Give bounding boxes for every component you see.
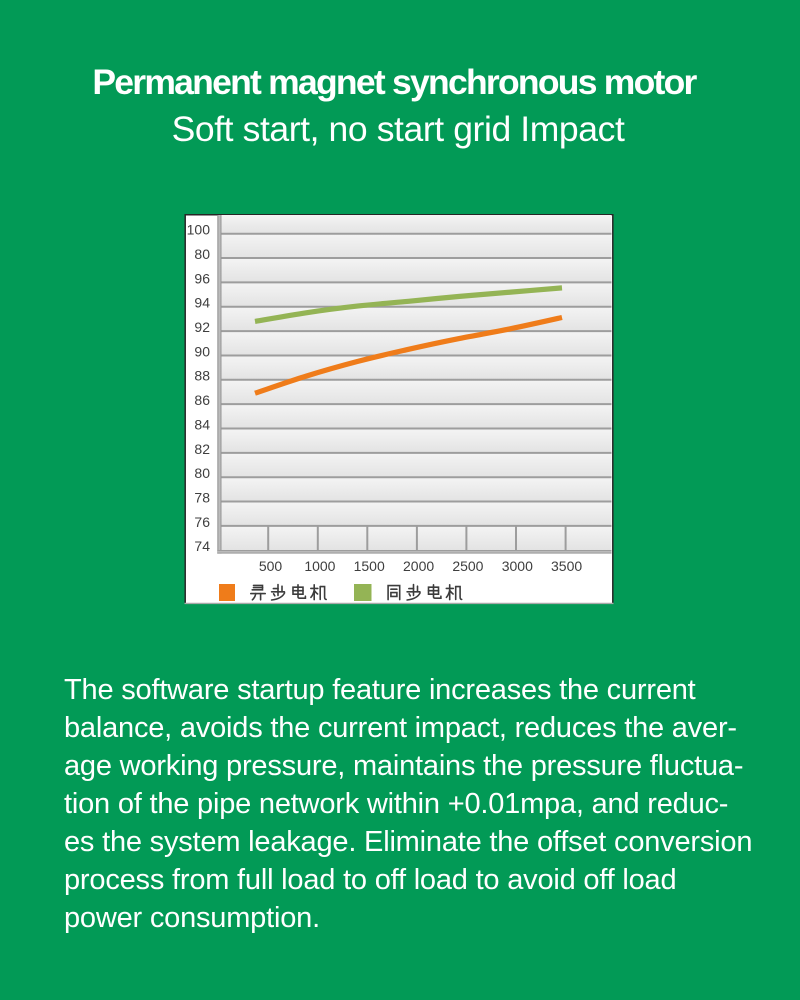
- svg-text:3000: 3000: [502, 558, 533, 574]
- svg-text:3500: 3500: [551, 558, 582, 574]
- svg-text:100: 100: [187, 222, 211, 238]
- svg-text:86: 86: [194, 392, 210, 408]
- svg-text:80: 80: [194, 246, 210, 262]
- svg-text:94: 94: [194, 295, 210, 311]
- svg-text:80: 80: [194, 465, 210, 481]
- svg-text:92: 92: [194, 319, 210, 335]
- svg-text:82: 82: [194, 441, 210, 457]
- svg-text:76: 76: [194, 514, 210, 530]
- svg-text:96: 96: [194, 270, 210, 286]
- svg-text:88: 88: [194, 368, 210, 384]
- svg-text:2500: 2500: [452, 558, 483, 574]
- svg-text:500: 500: [259, 558, 283, 574]
- svg-text:74: 74: [194, 538, 210, 554]
- svg-text:78: 78: [194, 489, 210, 505]
- svg-text:1000: 1000: [304, 558, 335, 574]
- svg-text:90: 90: [194, 343, 210, 359]
- svg-text:84: 84: [194, 416, 210, 432]
- svg-text:1500: 1500: [354, 558, 385, 574]
- svg-text:2000: 2000: [403, 558, 434, 574]
